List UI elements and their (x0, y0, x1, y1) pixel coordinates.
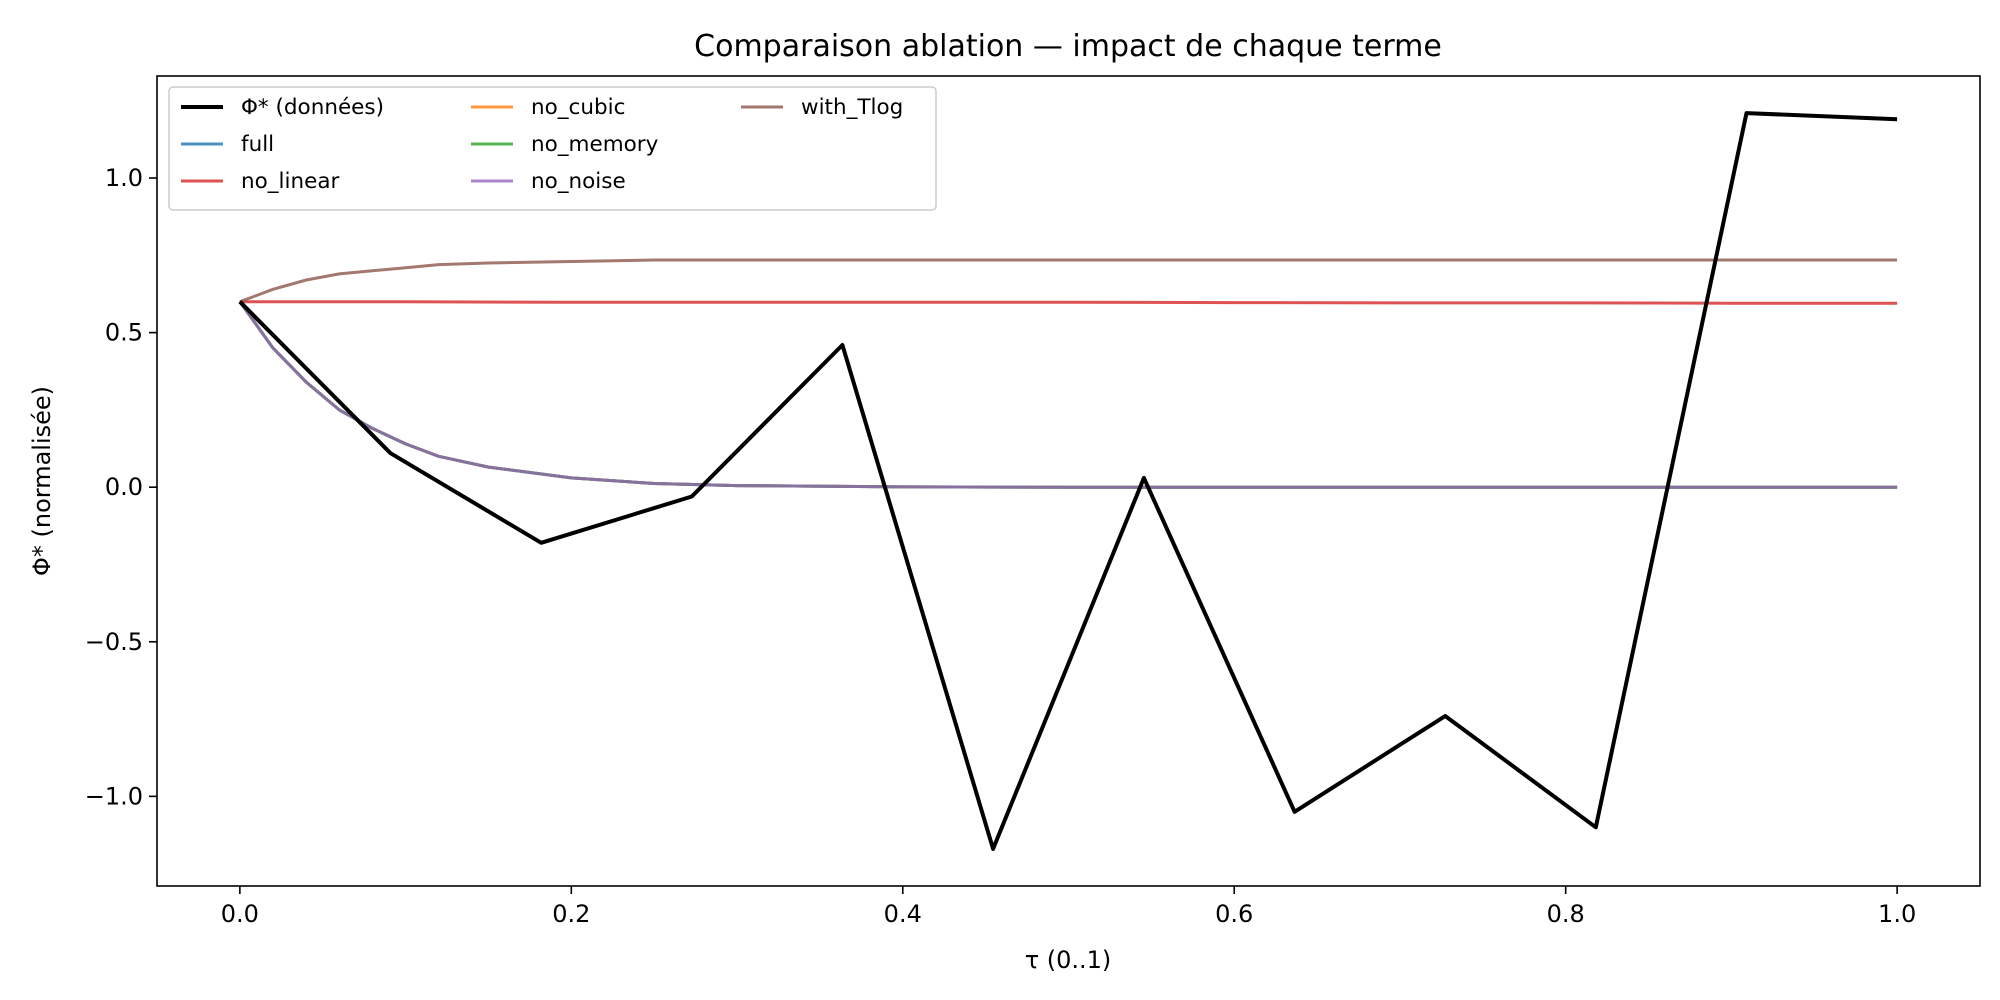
legend-label-no-cubic: no_cubic (531, 95, 625, 120)
plot-series (238, 111, 1898, 851)
x-tick-label: 0.0 (221, 900, 259, 928)
x-tick-label: 0.4 (884, 900, 922, 928)
legend-label-with-tlog: with_Tlog (801, 95, 903, 120)
y-tick-label: 0.5 (105, 319, 143, 347)
legend-label-no-memory: no_memory (531, 132, 659, 157)
series-line-donn-es (238, 111, 1898, 851)
chart-title: Comparaison ablation — impact de chaque … (694, 29, 1442, 64)
x-axis: 0.0 0.2 0.4 0.6 0.8 1.0 (221, 886, 1916, 928)
series-line-full (238, 300, 1898, 489)
legend-box (168, 86, 937, 211)
series-line-with-tlog (239, 258, 1898, 304)
series-line-no-linear (239, 300, 1898, 305)
x-tick-label: 0.6 (1215, 900, 1253, 928)
y-tick-label: −0.5 (85, 628, 143, 656)
y-tick-label: 1.0 (105, 164, 143, 192)
legend: Φ* (données) full no_linear no_cubic no_memo… (168, 86, 937, 211)
series-line-no-cubic (238, 300, 1898, 489)
x-axis-label: τ (0..1) (1025, 946, 1112, 974)
y-tick-label: −1.0 (85, 782, 143, 810)
x-tick-label: 0.2 (552, 900, 590, 928)
legend-label-donn-es: Φ* (données) (241, 95, 384, 120)
y-axis: −1.0 −0.5 0.0 0.5 1.0 (85, 164, 157, 810)
legend-label-no-noise: no_noise (531, 169, 626, 194)
y-axis-label: Φ* (normalisée) (28, 386, 56, 576)
series-line-no-noise (238, 300, 1898, 489)
x-tick-label: 0.8 (1547, 900, 1585, 928)
x-tick-label: 1.0 (1878, 900, 1916, 928)
legend-label-no-linear: no_linear (241, 169, 340, 194)
plot-frame (156, 75, 1981, 887)
legend-label-full: full (241, 132, 274, 157)
y-tick-label: 0.0 (105, 473, 143, 501)
series-line-no-memory (238, 300, 1898, 489)
